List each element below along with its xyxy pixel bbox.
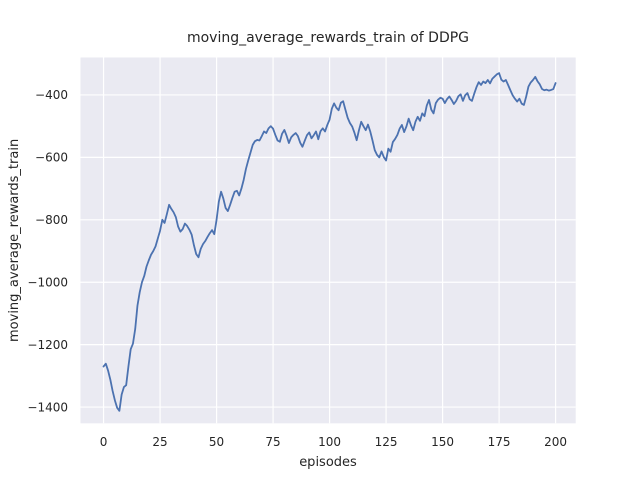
x-tick-label-0: 0 [100, 435, 108, 449]
y-tick-label--1200: −1200 [27, 338, 68, 352]
x-tick-label-200: 200 [544, 435, 567, 449]
chart-title: moving_average_rewards_train of DDPG [187, 30, 469, 46]
x-tick-label-50: 50 [209, 435, 224, 449]
y-tick-label--400: −400 [35, 88, 68, 102]
y-axis-label: moving_average_rewards_train [7, 139, 22, 342]
x-tick-label-25: 25 [152, 435, 167, 449]
plot-area [80, 57, 576, 424]
x-tick-label-100: 100 [318, 435, 341, 449]
y-tick-label--800: −800 [35, 213, 68, 227]
x-tick-label-150: 150 [431, 435, 454, 449]
y-tick-label--1400: −1400 [27, 400, 68, 414]
y-tick-label--600: −600 [35, 151, 68, 165]
x-tick-label-175: 175 [488, 435, 511, 449]
series-line-ddpg [102, 72, 557, 412]
x-axis-label: episodes [299, 455, 357, 470]
y-tick-label--1000: −1000 [27, 275, 68, 289]
tick-layer: 0 25 50 75 100 125 150 175 200 −400 −600 −800 −1000 −… [27, 88, 567, 449]
x-tick-label-125: 125 [375, 435, 398, 449]
x-tick-label-75: 75 [265, 435, 280, 449]
